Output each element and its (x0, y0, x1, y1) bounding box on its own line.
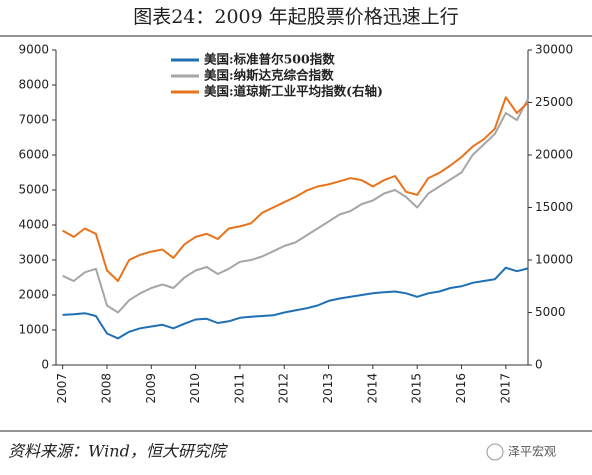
legend-label: 美国:标准普尔500指数 (204, 52, 335, 67)
chart-title: 图表24：2009 年起股票价格迅速上行 (133, 6, 459, 28)
y-tick-label: 6000 (18, 148, 49, 162)
x-tick-label: 2008 (99, 373, 113, 404)
x-tick-label: 2015 (410, 373, 424, 404)
watermark: 泽平宏观 (508, 444, 556, 459)
watermark-icon (486, 443, 504, 461)
series-line (62, 96, 529, 282)
x-tick-label: 2014 (365, 373, 379, 404)
y-tick-label: 2000 (18, 288, 49, 302)
y-tick-label: 8000 (18, 78, 49, 92)
series-line (62, 98, 529, 314)
legend-label: 美国:纳斯达克综合指数 (204, 68, 334, 83)
y2-tick-label: 20000 (535, 148, 573, 162)
y-tick-label: 7000 (18, 113, 49, 127)
x-tick-label: 2013 (321, 373, 335, 404)
y-tick-label: 4000 (18, 218, 49, 232)
x-tick-label: 2016 (454, 373, 468, 404)
x-tick-label: 2012 (277, 373, 291, 404)
y2-tick-label: 5000 (535, 305, 566, 319)
y-tick-label: 3000 (18, 253, 49, 267)
source: 资料来源：Wind，恒大研究院 (8, 442, 229, 461)
y-tick-label: 1000 (18, 323, 49, 337)
y-tick-label: 5000 (18, 183, 49, 197)
y2-tick-label: 30000 (535, 43, 573, 57)
y-tick-label: 9000 (18, 43, 49, 57)
y2-tick-label: 25000 (535, 95, 573, 109)
y2-tick-label: 10000 (535, 253, 573, 267)
x-tick-label: 2007 (55, 373, 69, 404)
y2-tick-label: 15000 (535, 200, 573, 214)
x-tick-label: 2011 (232, 373, 246, 404)
y2-tick-label: 0 (535, 358, 543, 372)
series-line (62, 266, 529, 340)
x-tick-label: 2009 (144, 373, 158, 404)
x-tick-label: 2017 (498, 373, 512, 404)
x-tick-label: 2010 (188, 373, 202, 404)
y-tick-label: 0 (41, 358, 49, 372)
legend-label: 美国:道琼斯工业平均指数(右轴) (204, 84, 383, 99)
